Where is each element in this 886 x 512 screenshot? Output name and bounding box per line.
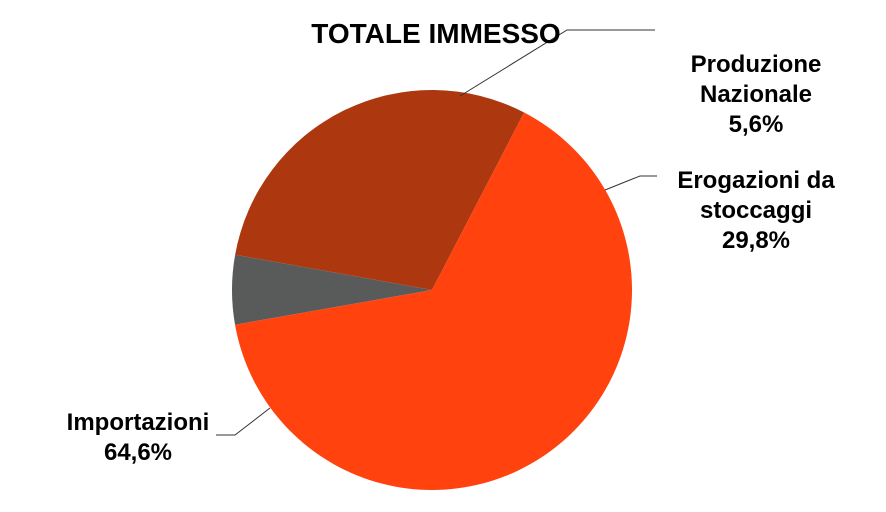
pie-chart: TOTALE IMMESSO ProduzioneNazionale5,6% Er…	[0, 0, 886, 512]
slice-label-produzione: ProduzioneNazionale5,6%	[626, 50, 886, 140]
chart-title: TOTALE IMMESSO	[236, 18, 636, 50]
slice-label-importazioni: Importazioni64,6%	[8, 408, 268, 468]
slice-label-erogazioni: Erogazioni dastoccaggi29,8%	[626, 166, 886, 256]
